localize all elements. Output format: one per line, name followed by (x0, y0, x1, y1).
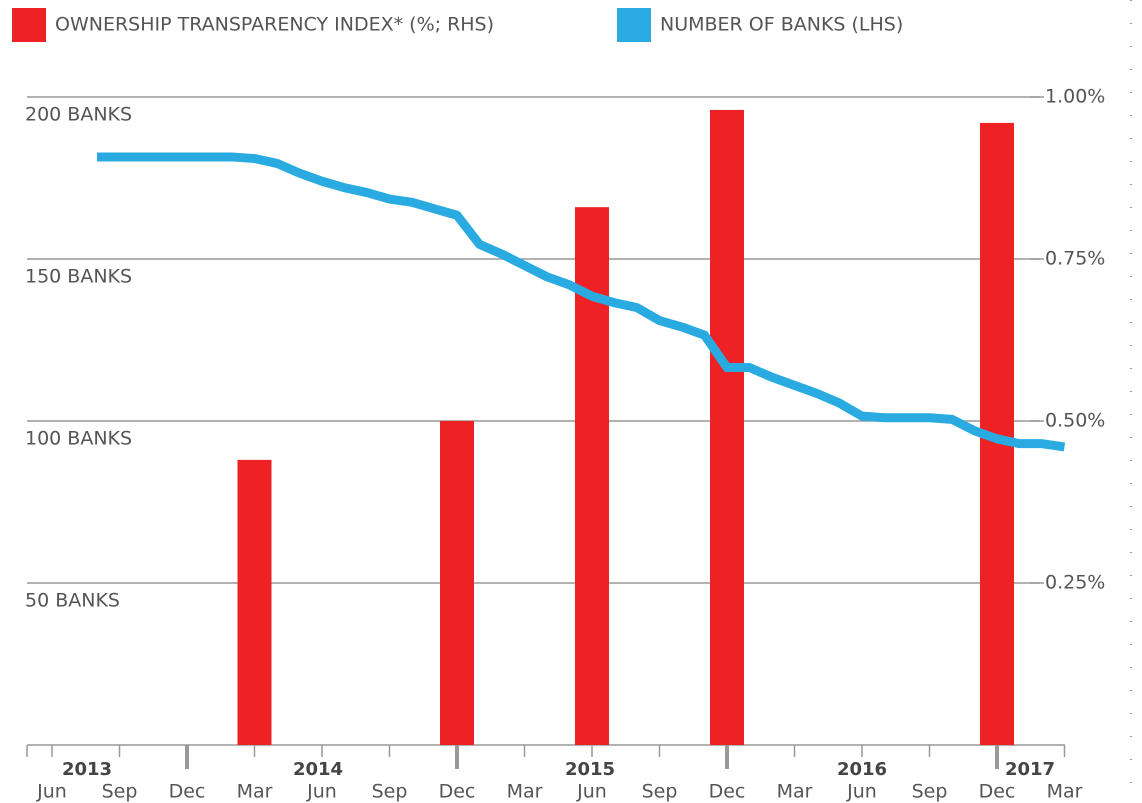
x-tick-label: Mar (777, 781, 813, 803)
bar (440, 421, 474, 745)
x-tick-label: Mar (507, 781, 543, 803)
year-label: 2014 (293, 759, 343, 780)
year-label: 2015 (565, 759, 615, 780)
y2-tick-label: 0.75% (1045, 248, 1105, 270)
y2-tick-label: 1.00% (1045, 86, 1105, 108)
x-tick-label: Dec (709, 781, 746, 803)
y-tick-label: 150 BANKS (25, 266, 132, 288)
legend-label: OWNERSHIP TRANSPARENCY INDEX* (%; RHS) (55, 14, 494, 36)
y-tick-label: 200 BANKS (25, 104, 132, 126)
year-label: 2016 (837, 759, 887, 780)
x-tick-label: Mar (1047, 781, 1083, 803)
line (97, 152, 1066, 452)
x-tick-label: Dec (979, 781, 1016, 803)
x-tick-label: Jun (576, 781, 607, 803)
x-tick-label: Jun (846, 781, 877, 803)
x-tick-label: Sep (642, 781, 678, 803)
legend-label: NUMBER OF BANKS (LHS) (660, 14, 903, 36)
x-tick-label: Dec (169, 781, 206, 803)
legend-swatch (12, 8, 46, 42)
y-tick-label: 100 BANKS (25, 428, 132, 450)
x-tick-label: Sep (102, 781, 138, 803)
bar (237, 459, 272, 745)
year-label: 2017 (1005, 759, 1055, 780)
year-label: 2013 (62, 759, 112, 780)
y2-tick-label: 0.25% (1045, 572, 1105, 594)
x-tick-label: Mar (237, 781, 273, 803)
bar (710, 109, 744, 745)
x-tick-label: Jun (306, 781, 337, 803)
y2-tick-label: 0.50% (1045, 410, 1105, 432)
y-tick-label: 50 BANKS (25, 590, 120, 612)
x-tick-label: Jun (36, 781, 67, 803)
legend-swatch (617, 8, 651, 42)
x-tick-label: Sep (912, 781, 948, 803)
x-tick-label: Dec (439, 781, 476, 803)
x-tick-label: Sep (372, 781, 408, 803)
